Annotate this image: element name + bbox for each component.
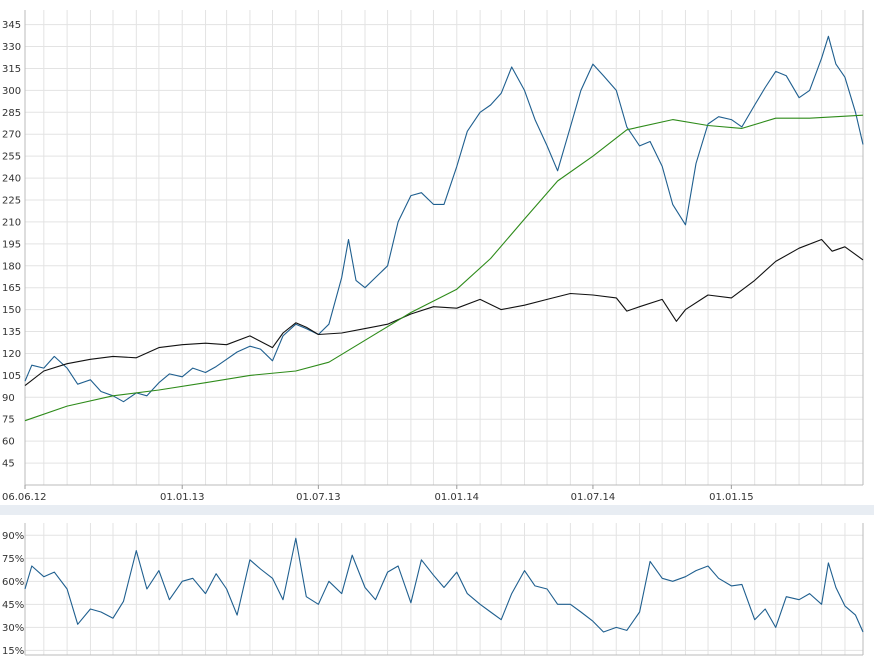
y-tick-label: 150: [2, 305, 21, 316]
y-tick-label: 180: [2, 261, 21, 272]
y-tick-label: 90%: [2, 531, 24, 542]
y-tick-label: 90: [2, 393, 15, 404]
y-tick-label: 285: [2, 108, 21, 119]
x-tick-label: 06.06.12: [2, 492, 47, 500]
y-tick-label: 240: [2, 174, 21, 185]
y-tick-label: 30%: [2, 623, 24, 634]
y-tick-label: 60%: [2, 577, 24, 588]
series-line-1: [24, 35, 864, 403]
y-tick-label: 120: [2, 349, 21, 360]
y-tick-label: 45%: [2, 600, 24, 611]
y-tick-label: 330: [2, 42, 21, 53]
series-line-3: [24, 114, 864, 422]
y-tick-label: 270: [2, 130, 21, 141]
y-tick-label: 135: [2, 327, 21, 338]
price-chart: 45 60 75 90 105 120 135 150 165 180 195 210 225 240 25…: [2, 10, 864, 500]
volatility-chart: 15% 30% 45% 60% 75% 90%: [2, 523, 864, 657]
y-tick-label: 60: [2, 437, 15, 448]
y-tick-label: 345: [2, 20, 21, 31]
panel-separator: [0, 505, 874, 515]
y-tick-label: 165: [2, 283, 21, 294]
x-tick-label: 01.07.13: [296, 492, 341, 500]
y-tick-label: 315: [2, 64, 21, 75]
y-tick-label: 15%: [2, 646, 24, 657]
series-line-1: [24, 537, 864, 633]
x-tick-label: 01.01.13: [160, 492, 205, 500]
series-line-2: [24, 238, 864, 387]
y-tick-label: 225: [2, 196, 21, 207]
x-tick-label: 01.07.14: [571, 492, 616, 500]
plot-area: [25, 523, 863, 655]
y-tick-label: 45: [2, 459, 15, 470]
y-tick-label: 75: [2, 415, 15, 426]
y-tick-label: 300: [2, 86, 21, 97]
y-tick-label: 255: [2, 152, 21, 163]
x-tick-label: 01.01.14: [435, 492, 480, 500]
y-tick-label: 75%: [2, 554, 24, 565]
y-tick-label: 210: [2, 217, 21, 228]
plot-area: [25, 10, 863, 485]
y-tick-label: 105: [2, 371, 21, 382]
x-tick-label: 01.01.15: [709, 492, 754, 500]
y-tick-label: 195: [2, 239, 21, 250]
